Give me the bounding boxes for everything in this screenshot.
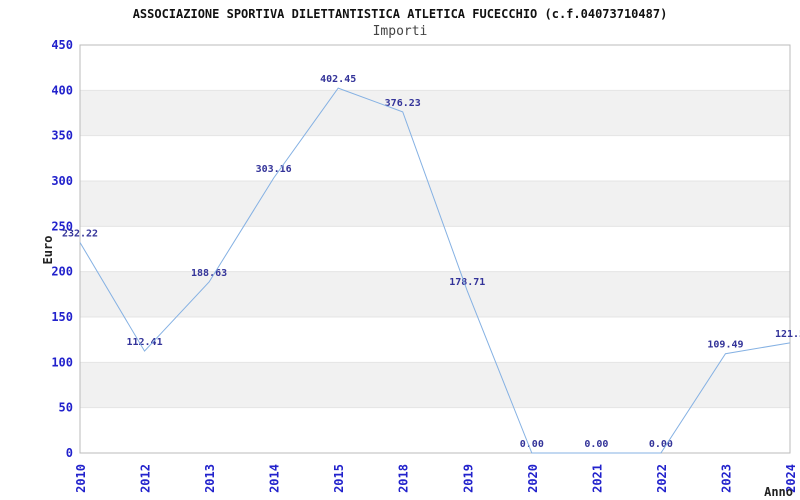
y-tick-label: 350 [51, 129, 73, 143]
x-tick-label: 2024 [784, 464, 798, 493]
y-tick-label: 50 [59, 401, 73, 415]
data-point-label: 402.45 [320, 74, 356, 85]
y-tick-label: 0 [66, 446, 73, 460]
y-tick-label: 150 [51, 310, 73, 324]
y-tick-label: 300 [51, 174, 73, 188]
y-tick-label: 100 [51, 355, 73, 369]
plot-band [80, 181, 790, 227]
y-tick-label: 400 [51, 83, 73, 97]
y-tick-label: 250 [51, 219, 73, 233]
x-tick-label: 2012 [139, 464, 153, 493]
data-point-label: 188.63 [191, 268, 227, 279]
x-tick-label: 2013 [203, 464, 217, 493]
data-point-label: 303.16 [256, 164, 292, 175]
y-tick-label: 450 [51, 38, 73, 52]
data-point-label: 121.5 [775, 329, 800, 340]
x-tick-label: 2023 [719, 464, 733, 493]
plot-band [80, 90, 790, 136]
chart-subtitle: Importi [372, 24, 428, 39]
x-axis-title: Anno [764, 485, 793, 499]
x-tick-label: 2015 [332, 464, 346, 493]
data-line [79, 87, 791, 454]
plot-band [80, 362, 790, 408]
data-point-label: 376.23 [385, 98, 421, 109]
x-tick-label: 2019 [461, 464, 475, 493]
x-tick-label: 2022 [655, 464, 669, 493]
data-point-label: 0.00 [584, 439, 608, 450]
x-tick-label: 2018 [397, 464, 411, 493]
data-point-label: 0.00 [520, 439, 544, 450]
chart-title: ASSOCIAZIONE SPORTIVA DILETTANTISTICA AT… [132, 7, 668, 21]
x-tick-label: 2020 [526, 464, 540, 493]
x-tick-label: 2010 [74, 464, 88, 493]
plot-border [79, 44, 791, 454]
data-point-label: 109.49 [707, 340, 743, 351]
y-tick-label: 200 [51, 265, 73, 279]
x-tick-label: 2021 [590, 464, 604, 493]
data-point-label: 178.71 [449, 277, 485, 288]
plot-band [80, 271, 790, 317]
x-tick-label: 2014 [268, 464, 282, 493]
data-point-label: 112.41 [126, 337, 162, 348]
data-point-label: 0.00 [649, 439, 673, 450]
data-point-label: 232.22 [62, 228, 98, 239]
